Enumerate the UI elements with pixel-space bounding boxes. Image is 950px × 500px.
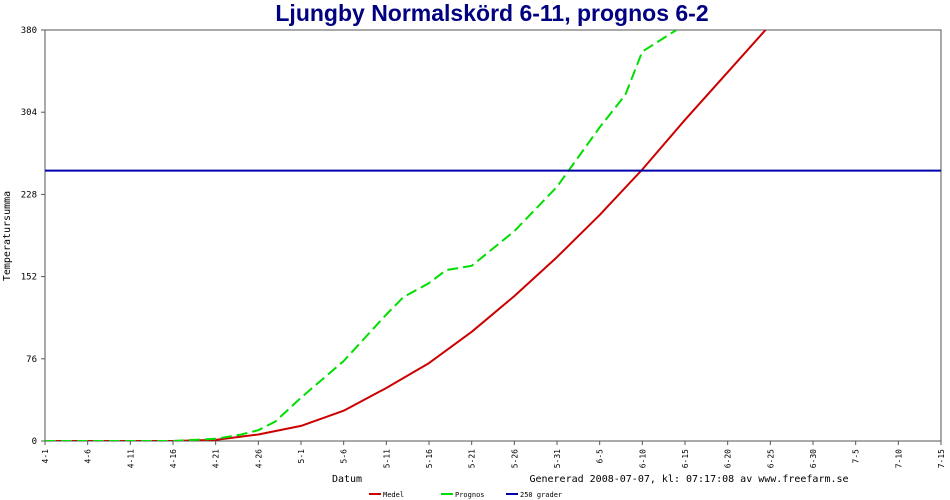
legend-item: Medel (369, 491, 404, 499)
y-axis: 0 76 152 228 304 380 (21, 26, 45, 447)
x-tick-label: 7-5 (852, 449, 861, 464)
x-tick-label: 4-21 (212, 449, 221, 468)
x-tick-label: 7-10 (894, 449, 903, 468)
x-tick-label: 4-6 (84, 449, 93, 464)
legend-label: Prognos (455, 491, 485, 499)
series-line-prognos (45, 30, 679, 441)
x-tick-label: 5-11 (382, 449, 391, 468)
footer-text: Genererad 2008-07-07, kl: 07:17:08 av ww… (529, 474, 848, 485)
x-tick-label: 5-21 (468, 449, 477, 468)
legend-item: Prognos (441, 491, 485, 499)
y-tick-label: 152 (21, 273, 37, 283)
series-layer (45, 30, 941, 441)
x-tick-label: 6-30 (809, 449, 818, 468)
y-tick-label: 76 (26, 355, 37, 365)
x-tick-label: 6-25 (766, 449, 775, 468)
x-tick-label: 5-16 (425, 449, 434, 468)
x-tick-label: 7-15 (937, 449, 946, 468)
plot-frame (44, 29, 942, 442)
x-tick-label: 6-20 (724, 449, 733, 468)
y-tick-label: 380 (21, 26, 37, 36)
x-tick-label: 5-6 (340, 449, 349, 464)
series-line-medel (45, 30, 767, 441)
x-tick-label: 4-1 (41, 449, 50, 464)
legend: Medel Prognos 250 grader (369, 491, 562, 499)
y-tick-label: 0 (32, 437, 37, 447)
y-axis-label: Temperatursumma (2, 191, 13, 281)
y-tick-label: 304 (21, 108, 37, 118)
legend-label: Medel (383, 491, 404, 499)
plot-area (44, 29, 942, 442)
x-tick-label: 5-26 (510, 449, 519, 468)
legend-item: 250 grader (506, 491, 562, 499)
x-axis: 4-1 4-6 4-11 4-16 4-21 4-26 5-1 5-6 5-11 5-16 5-21… (41, 441, 946, 468)
x-axis-label: Datum (332, 474, 362, 485)
legend-label: 250 grader (520, 491, 562, 499)
y-tick-label: 228 (21, 190, 37, 200)
x-tick-label: 4-16 (169, 449, 178, 468)
x-tick-label: 5-1 (297, 449, 306, 464)
chart-title: Ljungby Normalskörd 6-11, prognos 6-2 (275, 0, 708, 26)
x-tick-label: 6-10 (638, 449, 647, 468)
x-tick-label: 6-5 (596, 449, 605, 464)
x-tick-label: 4-11 (126, 449, 135, 468)
x-tick-label: 6-15 (681, 449, 690, 468)
x-tick-label: 5-31 (553, 449, 562, 468)
x-tick-label: 4-26 (254, 449, 263, 468)
